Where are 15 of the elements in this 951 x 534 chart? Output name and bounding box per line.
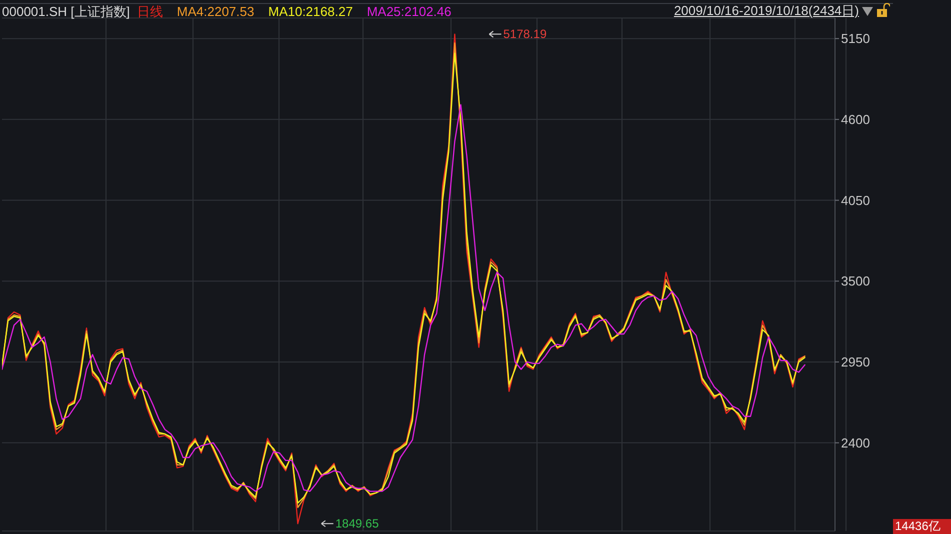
y-tick-label: 2400 (841, 435, 870, 450)
y-tick-label: 4600 (841, 112, 870, 128)
y-tick-label: 2950 (841, 354, 870, 370)
text: MA4:2207.53 (176, 4, 254, 18)
y-tick-label: 4050 (841, 192, 870, 208)
annotation: 1849.65 (335, 516, 380, 531)
text: MA25:2102.46 (366, 4, 452, 18)
text: MA10:2168.27 (268, 4, 353, 18)
annotation: 5178.19 (503, 27, 547, 42)
text: 日线 (136, 4, 163, 18)
text: 14436亿 (893, 519, 951, 534)
text: 2009/10/16-2019/10/18(2434日) (674, 3, 859, 18)
y-tick-label: 3500 (841, 274, 870, 289)
y-tick-label: 5150 (841, 31, 870, 46)
chart-title: 000001.SH [上证指数] (2, 4, 130, 18)
